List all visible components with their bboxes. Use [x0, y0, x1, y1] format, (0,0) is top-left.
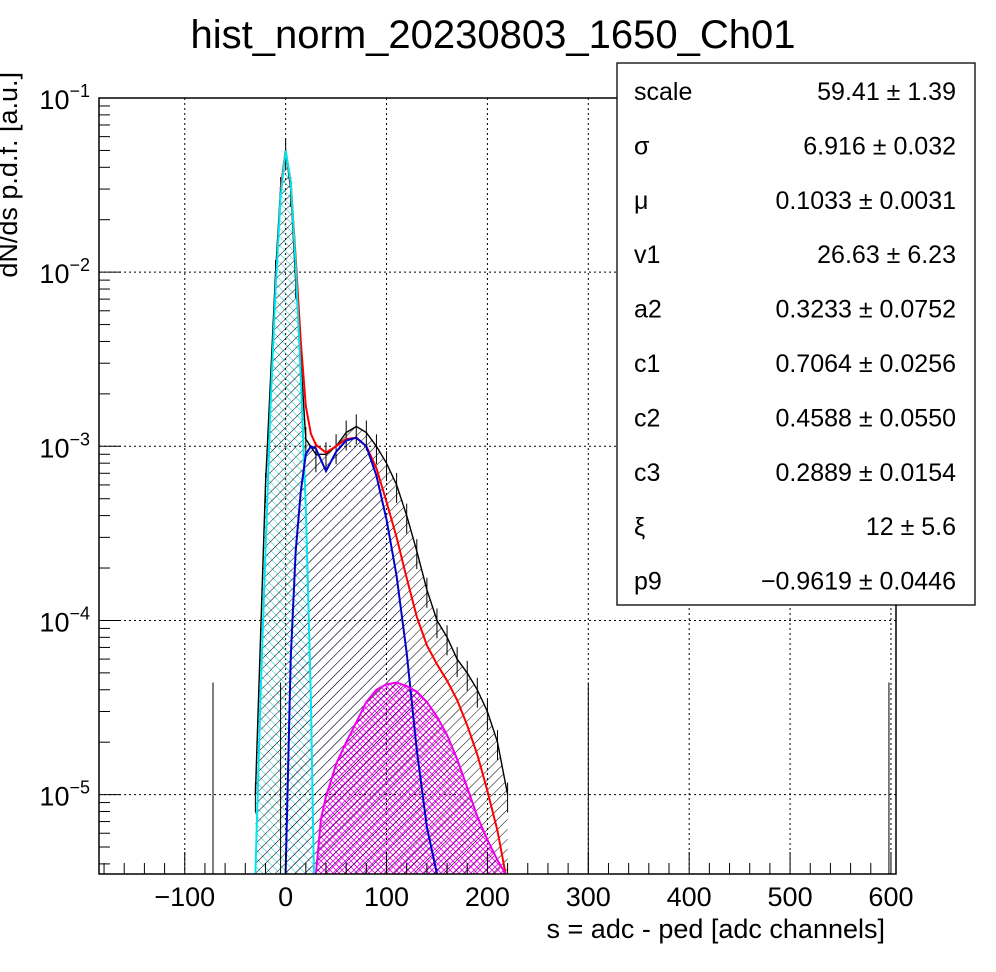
y-tick-label: 10−3 — [39, 429, 90, 463]
stats-box-frame — [616, 62, 976, 606]
stat-name: σ — [634, 132, 650, 160]
stat-value: 0.2889 ± 0.0154 — [775, 459, 956, 487]
stat-name: μ — [634, 187, 648, 215]
component-curve-3 — [284, 436, 438, 875]
chart-title: hist_norm_20230803_1650_Ch01 — [191, 13, 796, 57]
x-tick-label: 600 — [868, 882, 913, 912]
stat-name: p9 — [634, 568, 662, 596]
x-tick-label: 0 — [278, 882, 293, 912]
stat-value: 6.916 ± 0.032 — [803, 132, 956, 160]
y-tick-label: 10−4 — [39, 603, 90, 637]
stat-value: −0.9619 ± 0.0446 — [761, 568, 956, 596]
fit-curves — [254, 150, 507, 875]
stat-value: 0.3233 ± 0.0752 — [775, 296, 956, 324]
x-axis-ticks: −100 0 100 200 300 400 500 600 — [103, 852, 913, 912]
y-axis-ticks: 10−1 10−2 10−3 10−4 10−5 — [39, 81, 121, 865]
stat-name: a2 — [634, 296, 662, 324]
x-tick-label: 300 — [566, 882, 611, 912]
stats-box-rows: scale 59.41 ± 1.39 σ 6.916 ± 0.032 μ 0.1033 ±… — [634, 78, 956, 596]
y-tick-label: 10−5 — [39, 778, 90, 812]
stat-value: 59.41 ± 1.39 — [817, 78, 956, 106]
stat-name: ξ — [634, 513, 645, 541]
x-axis-label: s = adc - ped [adc channels] — [547, 914, 885, 944]
stat-value: 12 ± 5.6 — [866, 513, 956, 541]
stat-name: c1 — [634, 350, 660, 378]
x-tick-label: 400 — [667, 882, 712, 912]
component-curve-2 — [254, 150, 315, 875]
stat-value: 0.4588 ± 0.0550 — [775, 404, 956, 432]
stat-value: 0.7064 ± 0.0256 — [775, 350, 956, 378]
stat-name: scale — [634, 78, 692, 106]
y-tick-label: 10−1 — [39, 81, 90, 115]
x-tick-label: 500 — [768, 882, 813, 912]
stat-value: 26.63 ± 6.23 — [817, 241, 956, 269]
x-tick-label: 200 — [465, 882, 510, 912]
histogram-area — [255, 150, 508, 874]
stat-name: c2 — [634, 404, 660, 432]
x-tick-label: −100 — [154, 882, 215, 912]
component-curve-4 — [314, 681, 507, 875]
stat-value: 0.1033 ± 0.0031 — [775, 187, 956, 215]
stats-box: scale 59.41 ± 1.39 σ 6.916 ± 0.032 μ 0.1033 ±… — [616, 62, 976, 606]
y-tick-label: 10−2 — [39, 255, 90, 289]
stat-name: v1 — [634, 241, 660, 269]
stat-name: c3 — [634, 459, 660, 487]
y-axis-label: dN/ds p.d.f. [a.u.] — [0, 72, 23, 278]
x-tick-label: 100 — [364, 882, 409, 912]
total-fit-curve — [279, 150, 507, 875]
